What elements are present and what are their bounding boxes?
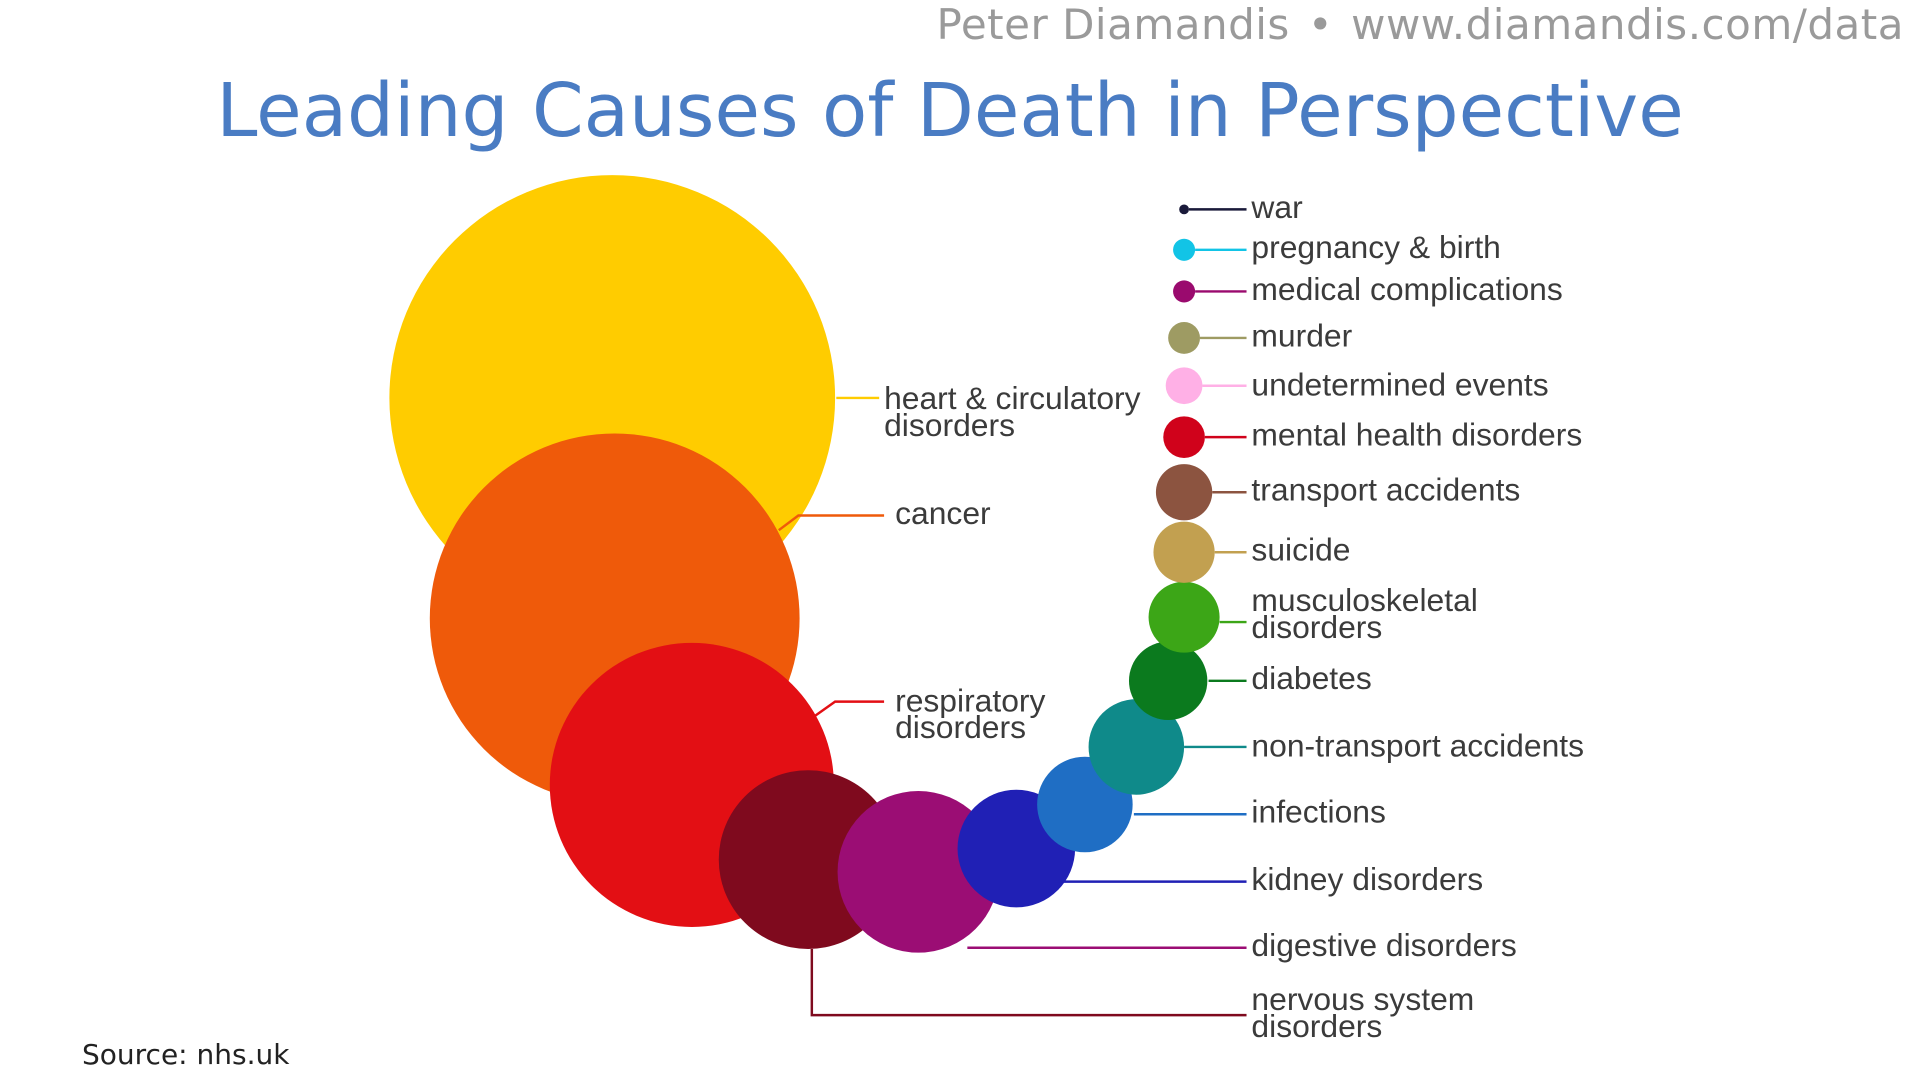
bubble-diabetes (1128, 641, 1208, 720)
label-line: digestive disorders (1251, 927, 1516, 963)
label-line: musculoskeletal (1251, 582, 1477, 618)
bubble-medical-complications (1173, 280, 1196, 303)
label-line: murder (1251, 317, 1352, 353)
label-line: nervous system (1251, 981, 1474, 1017)
bubble-transport-accidents (1155, 464, 1213, 521)
label-digestive-disorders: digestive disorders (1251, 927, 1516, 963)
label-non-transport-accidents: non-transport accidents (1251, 728, 1584, 764)
header-credit: Peter Diamandis • www.diamandis.com/data (936, 0, 1904, 49)
label-line: infections (1251, 794, 1385, 830)
label-line: respiratory (895, 682, 1045, 718)
label-mental-health-disorders: mental health disorders (1251, 417, 1582, 453)
source-note: Source: nhs.uk (82, 1038, 290, 1071)
label-pregnancy-and-birth: pregnancy & birth (1251, 229, 1500, 265)
label-line: pregnancy & birth (1251, 229, 1500, 265)
label-line: disorders (1251, 1008, 1382, 1044)
label-diabetes: diabetes (1251, 660, 1371, 696)
label-line: transport accidents (1251, 472, 1520, 508)
separator-dot: • (1307, 0, 1334, 49)
leader-line-cancer (778, 514, 885, 532)
leader-line-respiratory-disorders (813, 700, 885, 718)
label-line: undetermined events (1251, 366, 1548, 402)
author-name: Peter Diamandis (936, 0, 1290, 49)
bubble-non-transport-accidents (1088, 699, 1185, 795)
label-murder: murder (1251, 317, 1352, 353)
label-line: heart & circulatory (884, 380, 1141, 416)
label-musculoskeletal-disorders: musculoskeletal disorders (1251, 582, 1477, 645)
label-medical-complications: medical complications (1251, 271, 1562, 307)
label-infections: infections (1251, 794, 1385, 830)
bubble-war (1179, 204, 1189, 215)
label-war: war (1250, 189, 1303, 225)
label-line: war (1250, 189, 1303, 225)
label-nervous-system-disorders: nervous system disorders (1251, 981, 1474, 1044)
leader-line-nervous-system-disorders (810, 948, 1247, 1017)
label-transport-accidents: transport accidents (1251, 472, 1520, 508)
bubble-murder (1168, 322, 1200, 354)
bubble-mental-health-disorders (1163, 416, 1205, 458)
label-line: cancer (895, 495, 991, 531)
bubble-musculoskeletal-disorders (1148, 581, 1220, 653)
label-line: disorders (895, 709, 1026, 745)
label-respiratory-disorders: respiratory disorders (895, 682, 1045, 745)
label-line: kidney disorders (1251, 861, 1483, 897)
bubble-digestive-disorders (837, 791, 1000, 953)
label-line: disorders (1251, 609, 1382, 645)
label-line: suicide (1251, 532, 1350, 568)
label-kidney-disorders: kidney disorders (1251, 861, 1483, 897)
label-undetermined-events: undetermined events (1251, 366, 1548, 402)
label-line: non-transport accidents (1251, 728, 1584, 764)
label-line: disorders (884, 407, 1015, 443)
label-heart-and-circulatory-disorders: heart & circulatory disorders (884, 380, 1141, 443)
bubble-pregnancy-and-birth (1173, 238, 1196, 261)
page-title-text: Leading Causes of Death in Perspective (216, 68, 1684, 154)
label-line: medical complications (1251, 271, 1562, 307)
label-line: diabetes (1251, 660, 1371, 696)
bubble-undetermined-events (1165, 367, 1203, 405)
label-line: mental health disorders (1251, 417, 1582, 453)
label-suicide: suicide (1251, 532, 1350, 568)
label-cancer: cancer (895, 495, 991, 531)
source-url[interactable]: www.diamandis.com/data (1351, 0, 1904, 49)
bubble-suicide (1153, 521, 1215, 583)
page-title: Leading Causes of Death in Perspective (0, 68, 1920, 154)
